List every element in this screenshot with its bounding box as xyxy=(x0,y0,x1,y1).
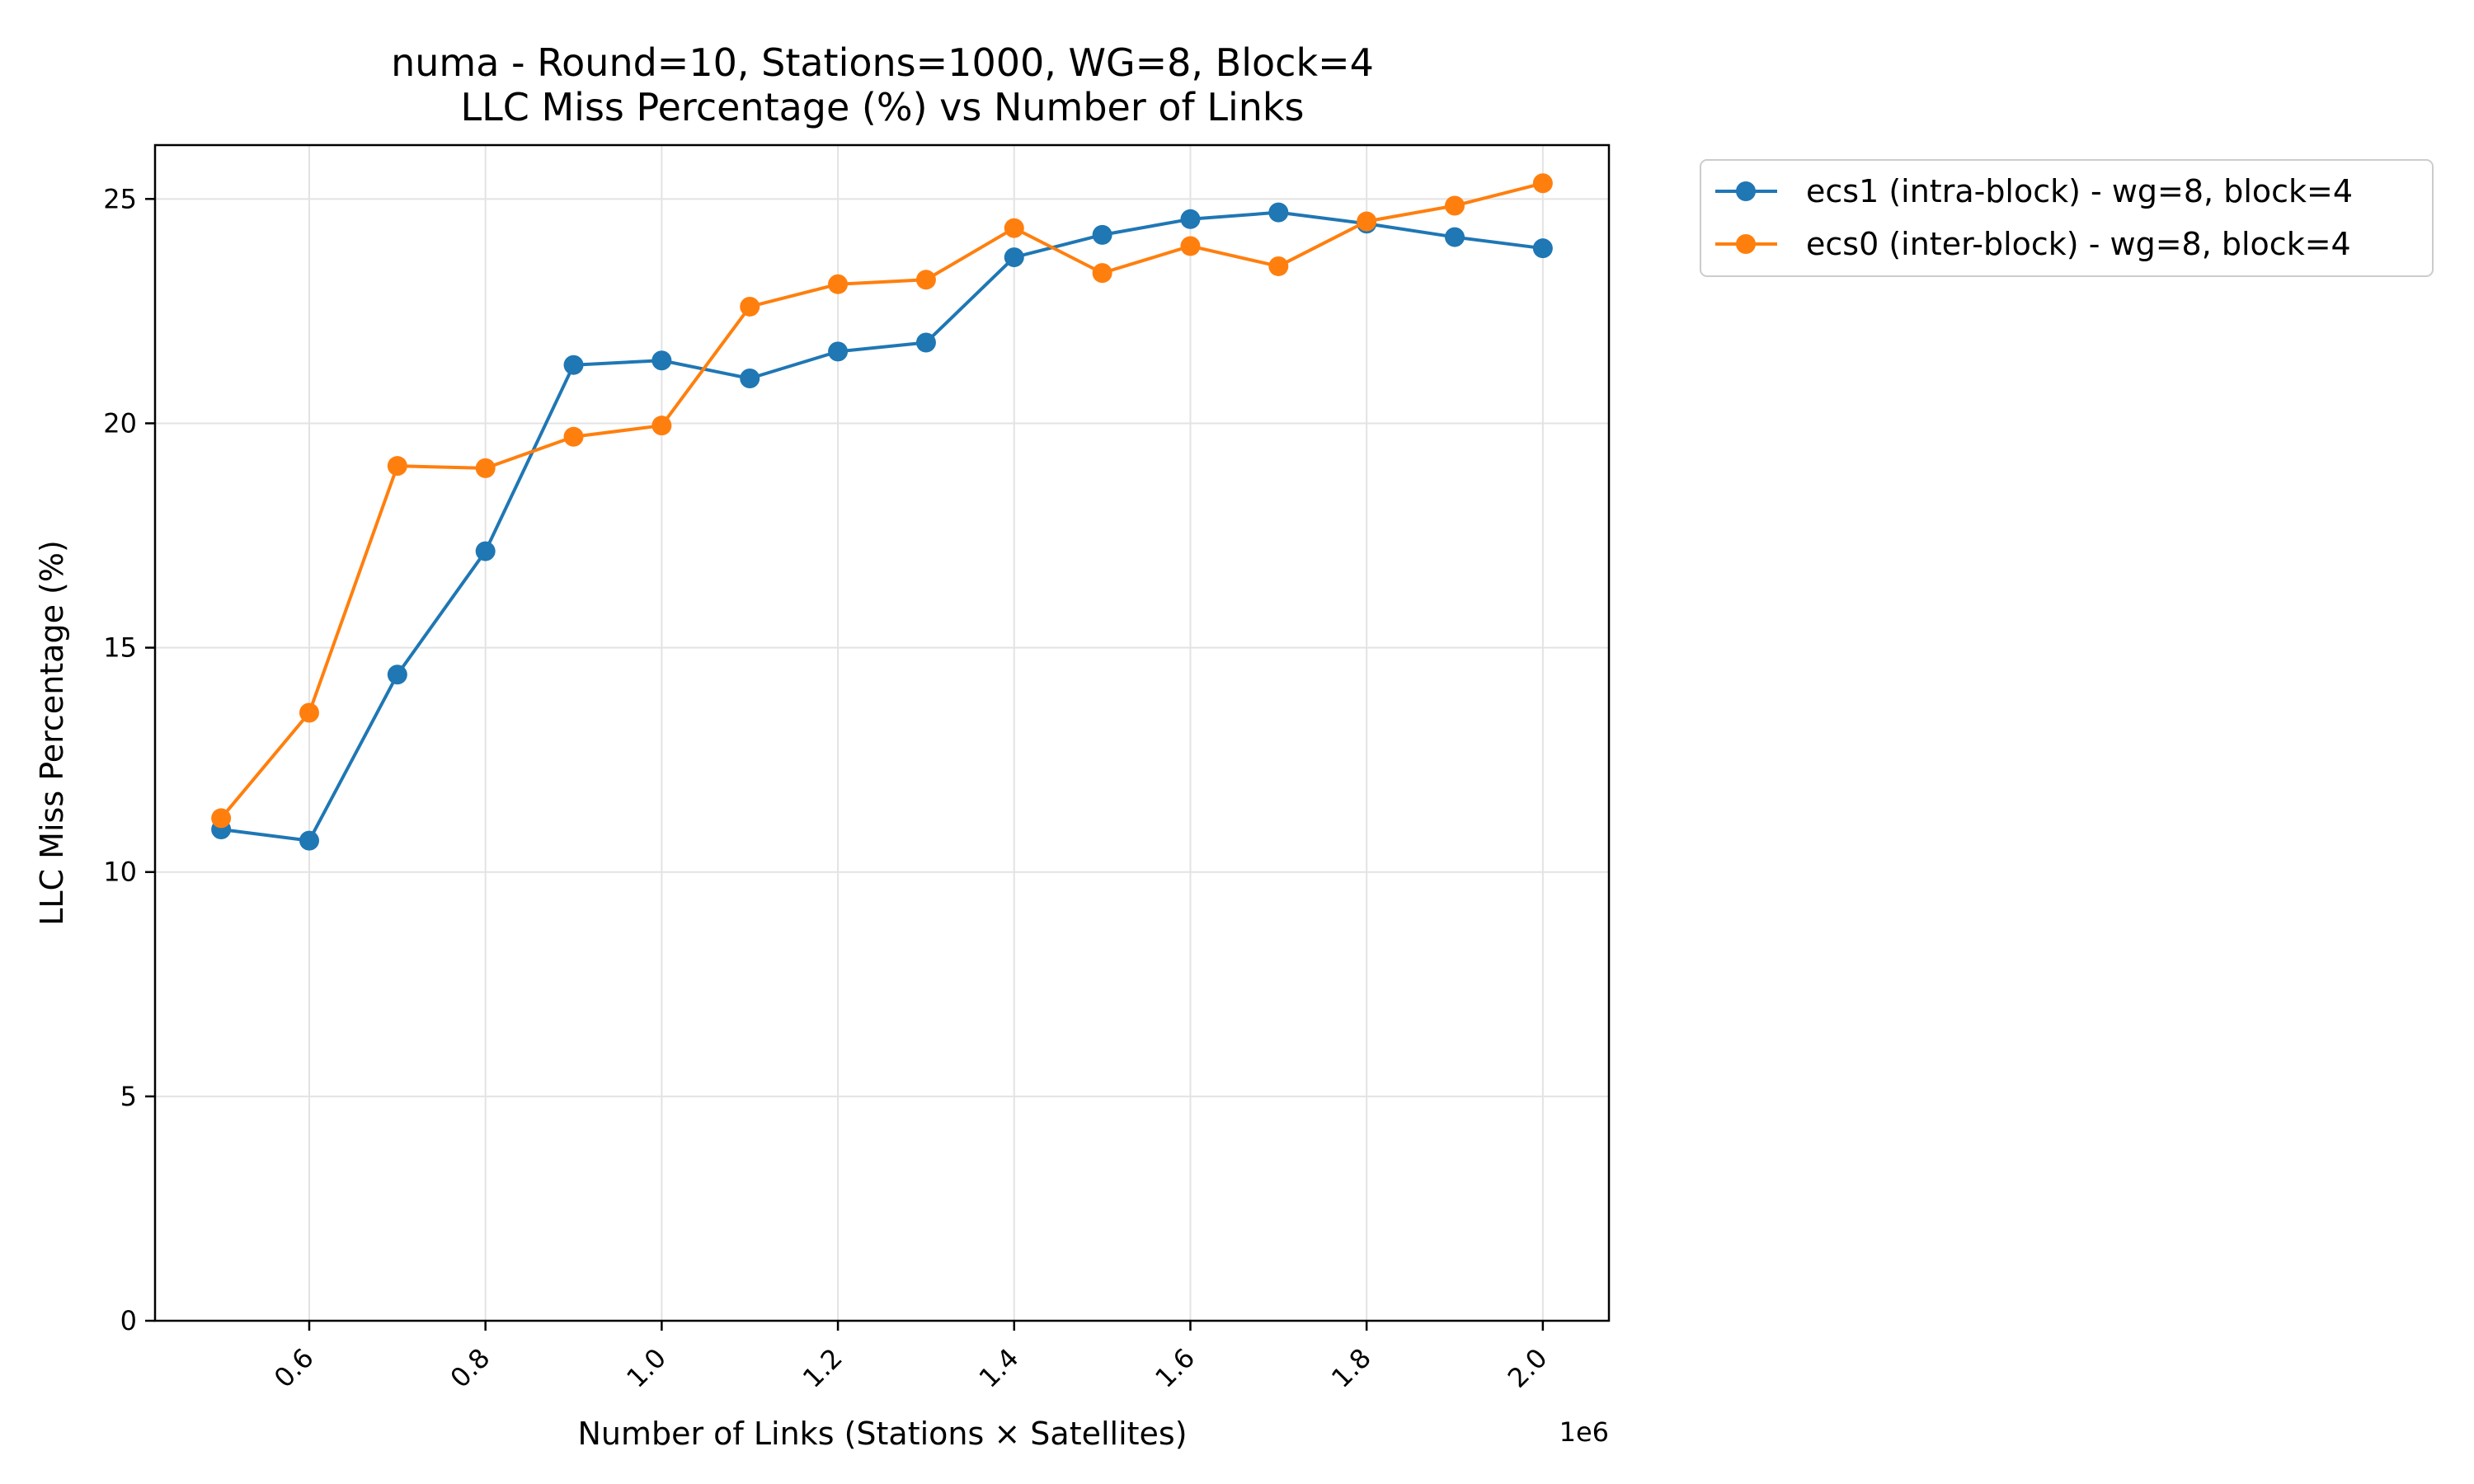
x-tick-label: 0.6 xyxy=(268,1342,320,1394)
data-point xyxy=(1180,236,1201,256)
chart-title-line-2: LLC Miss Percentage (%) vs Number of Lin… xyxy=(461,85,1305,129)
data-point xyxy=(1532,173,1553,194)
data-point xyxy=(828,341,849,362)
legend-box xyxy=(1700,159,2434,277)
data-point xyxy=(475,541,496,561)
y-tick-label: 15 xyxy=(103,632,137,664)
data-point xyxy=(1532,238,1553,259)
data-point xyxy=(299,830,319,851)
chart-title-line-1: numa - Round=10, Stations=1000, WG=8, Bl… xyxy=(391,40,1374,85)
data-point xyxy=(828,274,849,294)
data-point xyxy=(1004,247,1024,268)
data-point xyxy=(1004,218,1024,238)
data-point xyxy=(563,426,584,447)
y-axis-ticks: 0 5 10 15 20 25 xyxy=(103,183,155,1336)
x-tick-label: 1.0 xyxy=(620,1342,672,1394)
series-line xyxy=(219,181,1544,819)
data-point xyxy=(387,456,407,477)
data-point xyxy=(740,296,760,317)
y-axis-label: LLC Miss Percentage (%) xyxy=(34,540,70,926)
y-tick-label: 25 xyxy=(103,183,137,214)
data-point xyxy=(651,350,672,371)
x-tick-label: 2.0 xyxy=(1502,1342,1554,1394)
x-axis-ticks: 0.6 0.8 1.0 1.2 1.4 1.6 1.8 2.0 xyxy=(268,1321,1554,1394)
grid xyxy=(155,145,1609,1322)
data-point xyxy=(915,332,936,353)
series-layer xyxy=(211,173,1553,851)
data-point xyxy=(387,665,407,685)
x-tick-label: 1.6 xyxy=(1149,1342,1201,1394)
data-point xyxy=(1092,224,1112,245)
legend-label-ecs0: ecs0 (inter-block) - wg=8, block=4 xyxy=(1806,226,2351,262)
series-line xyxy=(220,210,1544,843)
data-point xyxy=(563,355,584,375)
plot-area-frame xyxy=(153,143,1611,1322)
x-axis-label: Number of Links (Stations × Satellites) xyxy=(577,1416,1187,1452)
y-tick-label: 20 xyxy=(103,407,137,439)
legend-label-ecs1: ecs1 (intra-block) - wg=8, block=4 xyxy=(1806,173,2353,209)
y-tick-label: 10 xyxy=(103,857,137,888)
data-point xyxy=(299,702,319,723)
data-point xyxy=(740,369,760,389)
data-point xyxy=(1268,202,1289,223)
legend-marker-ecs0 xyxy=(1736,234,1756,254)
x-tick-label: 0.8 xyxy=(444,1342,496,1394)
data-point xyxy=(475,458,496,478)
legend: ecs1 (intra-block) - wg=8, block=4 ecs0 … xyxy=(1700,159,2434,277)
x-tick-label: 1.8 xyxy=(1325,1342,1377,1394)
data-point xyxy=(915,270,936,290)
x-axis-offset-label: 1e6 xyxy=(1559,1416,1609,1448)
data-point xyxy=(1268,256,1289,276)
y-tick-label: 0 xyxy=(120,1305,137,1336)
data-point xyxy=(651,416,672,436)
data-point xyxy=(1445,227,1465,247)
y-tick-label: 5 xyxy=(120,1081,137,1112)
data-point xyxy=(1445,195,1465,216)
data-point xyxy=(1092,263,1112,284)
data-point xyxy=(211,808,232,829)
x-tick-label: 1.2 xyxy=(797,1342,849,1394)
series-1 xyxy=(211,173,1553,829)
x-tick-label: 1.4 xyxy=(973,1342,1025,1394)
legend-marker-ecs1 xyxy=(1736,181,1756,201)
data-point xyxy=(1180,209,1201,229)
series-0 xyxy=(211,202,1553,851)
data-point xyxy=(1357,211,1377,232)
